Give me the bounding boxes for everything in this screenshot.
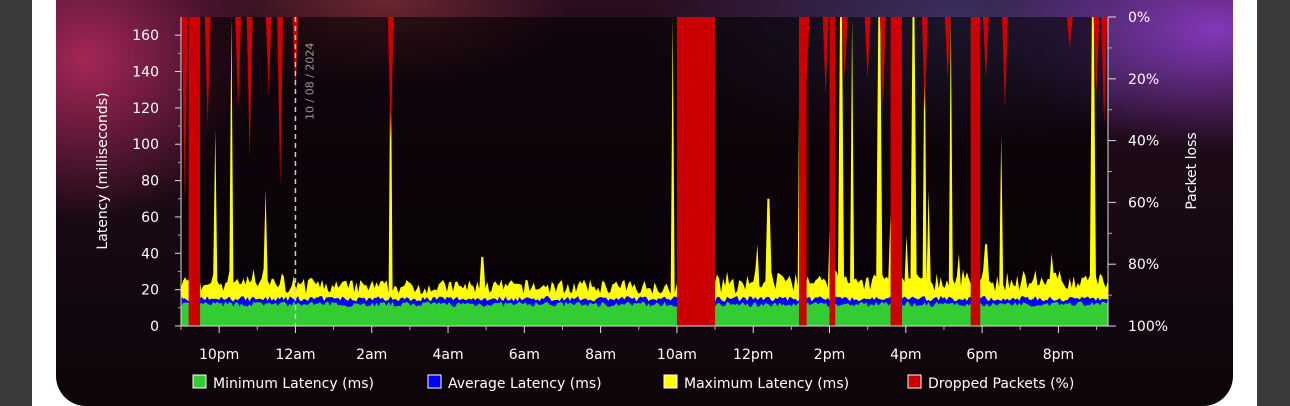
- y2-tick-label: 100%: [1128, 319, 1168, 335]
- dropped-packets-block: [890, 17, 902, 326]
- x-tick-label: 10am: [657, 347, 697, 363]
- x-tick-label: 4pm: [890, 347, 921, 363]
- y2-tick-label: 20%: [1128, 72, 1159, 88]
- y2-axis-label: Packet loss: [1184, 132, 1200, 209]
- legend-label: Dropped Packets (%): [928, 376, 1074, 392]
- dropped-packets-block: [799, 17, 807, 326]
- x-tick-label: 12am: [275, 347, 315, 363]
- legend-swatch: [427, 374, 442, 389]
- legend: Minimum Latency (ms) Average Latency (ms)…: [192, 374, 1074, 392]
- dropped-packets-spike: [864, 17, 871, 79]
- dropped-packets-block: [676, 17, 716, 326]
- legend-swatch: [907, 374, 922, 389]
- legend-label: Maximum Latency (ms): [684, 376, 849, 392]
- x-tick-label: 8am: [585, 347, 616, 363]
- dropped-packets-spike: [235, 17, 242, 110]
- legend-swatch: [663, 374, 678, 389]
- x-tick-label: 2am: [356, 347, 387, 363]
- dropped-packets-spike: [982, 17, 989, 79]
- y-axis-label: Latency (milliseconds): [95, 92, 111, 249]
- legend-label: Average Latency (ms): [448, 376, 602, 392]
- y-tick-label: 140: [132, 65, 159, 81]
- dropped-packets-spike: [1101, 17, 1108, 126]
- dropped-packets-spike: [822, 17, 829, 95]
- x-tick-label: 12pm: [733, 347, 773, 363]
- legend-swatch: [192, 374, 207, 389]
- dropped-packets-spike: [277, 17, 284, 187]
- x-tick-label: 10pm: [199, 347, 239, 363]
- dropped-packets-spike: [1093, 17, 1100, 95]
- date-marker-label: 10 / 08 / 2024: [303, 43, 316, 120]
- dropped-packets-spike: [189, 17, 196, 326]
- legend-label: Minimum Latency (ms): [213, 376, 374, 392]
- dropped-packets-block: [829, 17, 836, 326]
- y-tick-label: 100: [132, 137, 159, 153]
- y-tick-label: 0: [150, 319, 159, 335]
- dropped-packets-spike: [1066, 17, 1073, 48]
- y2-tick-label: 80%: [1128, 257, 1159, 273]
- y2-tick-label: 0%: [1128, 10, 1150, 26]
- dropped-packets-spike: [1002, 17, 1008, 110]
- y-tick-label: 20: [141, 283, 159, 299]
- y2-tick-label: 60%: [1128, 195, 1159, 211]
- dropped-packets-spike: [803, 17, 810, 79]
- dropped-packets-spike: [944, 17, 951, 79]
- dropped-packets-spike: [841, 17, 848, 79]
- max-latency-area: [181, 17, 1108, 326]
- y2-tick-label: 40%: [1128, 134, 1159, 150]
- dropped-packets-block: [970, 17, 981, 326]
- x-tick-label: 4am: [432, 347, 463, 363]
- x-tick-label: 6pm: [966, 347, 997, 363]
- axis-layer: 0 20 40 60 80 100 120 140 160 0% 20% 40% 60% 80% 100% 1…: [132, 10, 1168, 363]
- dropped-packets-spike: [246, 17, 253, 157]
- min-latency-area: [181, 301, 1108, 326]
- dropped-packets-spike: [265, 17, 272, 95]
- dropped-packets-spike: [879, 17, 886, 110]
- y-tick-label: 60: [141, 210, 159, 226]
- x-tick-label: 6am: [509, 347, 540, 363]
- dropped-packets-spike: [181, 17, 188, 203]
- dropped-packets-spike: [387, 17, 394, 141]
- y-tick-label: 120: [132, 101, 159, 117]
- dropped-packets-spike: [921, 17, 928, 110]
- x-tick-label: 2pm: [814, 347, 845, 363]
- y-tick-label: 80: [141, 174, 159, 190]
- series-layer: [181, 17, 1108, 326]
- plot-background: [181, 17, 1108, 326]
- x-tick-label: 8pm: [1043, 347, 1074, 363]
- dropped-packets-spike: [204, 17, 211, 126]
- y-tick-label: 40: [141, 246, 159, 262]
- y-tick-label: 160: [132, 28, 159, 44]
- dropped-packets-block: [188, 17, 201, 326]
